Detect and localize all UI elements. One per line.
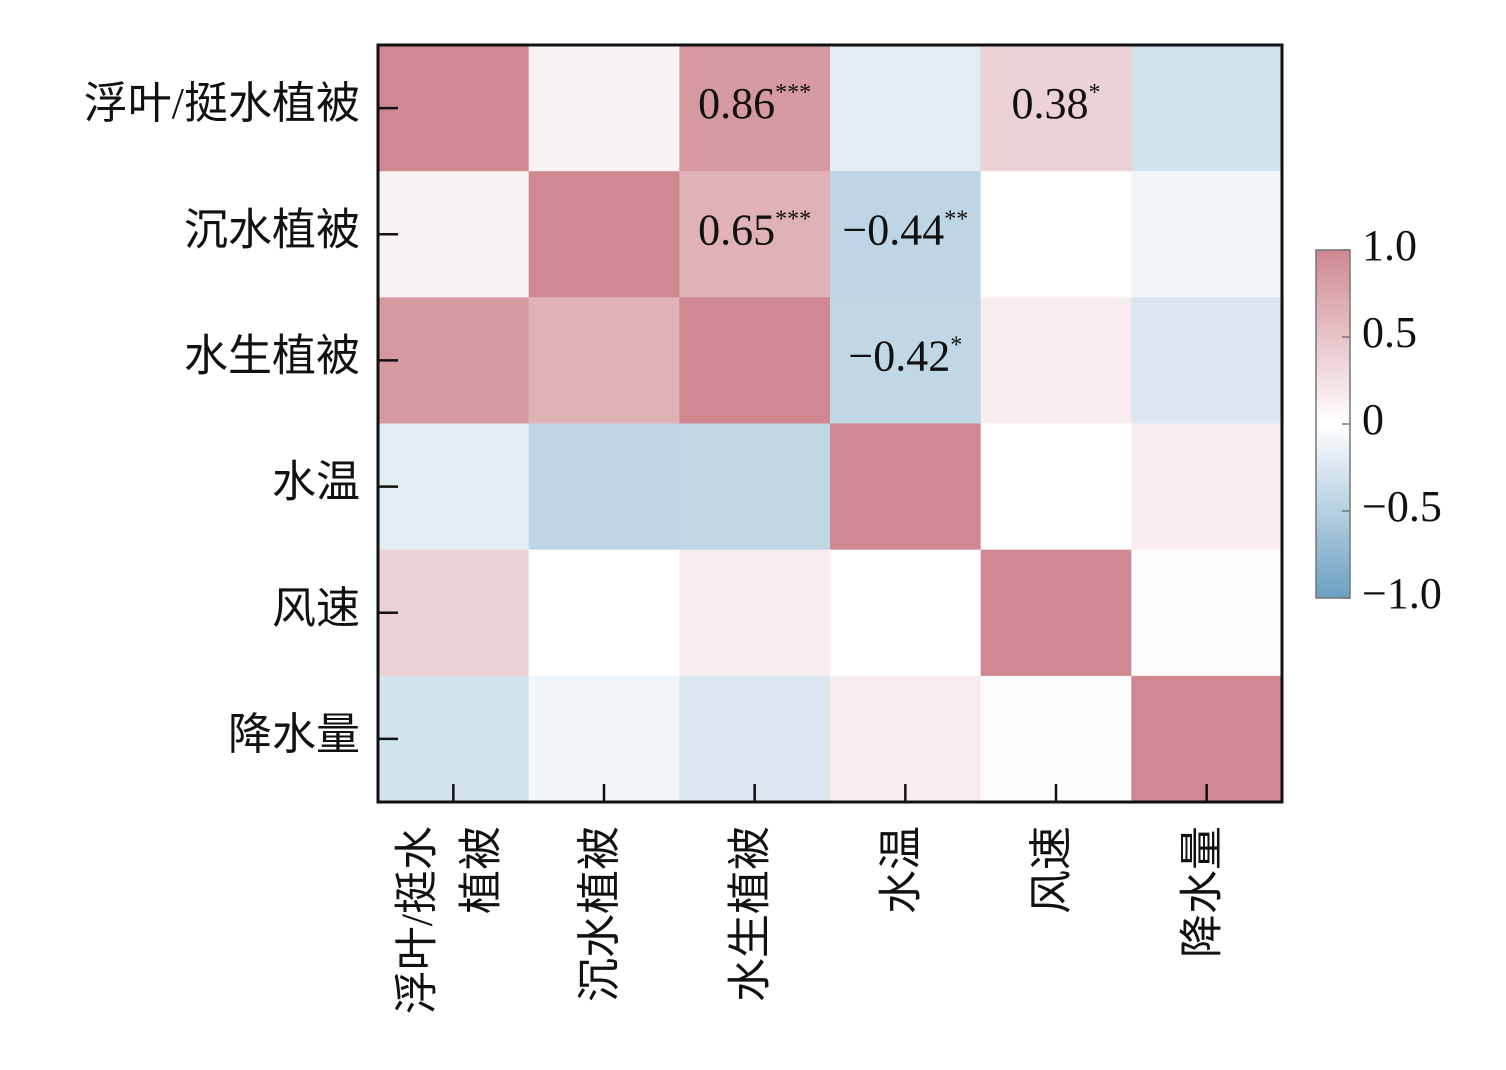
value-label: 0.65*** [698, 205, 811, 254]
heatmap-cell [679, 171, 831, 298]
heatmap-cell [528, 297, 680, 424]
value-label: −0.42* [848, 332, 962, 381]
heatmap-cell [980, 45, 1132, 172]
x-tick-label: 沉水植被 [575, 826, 624, 1002]
heatmap-cell [1131, 423, 1283, 551]
x-tick-label: 浮叶/挺水 植被 [392, 826, 505, 1014]
y-tick-label: 风速 [272, 584, 360, 633]
y-tick-label: 水温 [272, 458, 360, 507]
heatmap-cell [1131, 675, 1283, 803]
x-tick-label: 降水量 [1178, 826, 1227, 958]
heatmap-cell [679, 549, 831, 677]
heatmap-cell [980, 549, 1132, 677]
y-tick-label: 浮叶/挺水植被 [84, 79, 360, 128]
colorbar-tick-label: −0.5 [1362, 482, 1442, 531]
heatmap-cell [528, 423, 680, 551]
heatmap-cell [378, 171, 530, 298]
heatmap-cell [830, 423, 982, 551]
colorbar-tick-label: −1.0 [1362, 569, 1442, 618]
x-tick-label-line: 水生植被 [726, 826, 775, 1002]
x-tick-label-line: 风速 [1027, 826, 1076, 914]
heatmap-cell [528, 171, 680, 298]
x-tick-label-line: 水温 [876, 826, 925, 914]
value-label: 0.86*** [698, 79, 811, 128]
colorbar-tick-label: 0.5 [1362, 308, 1417, 357]
x-tick-label-line: 浮叶/挺水 [392, 826, 441, 1014]
heatmap-cell [679, 297, 831, 424]
y-tick-label: 降水量 [228, 710, 360, 759]
heatmap-cell [378, 549, 530, 677]
heatmap-cell [679, 45, 831, 172]
heatmap-cell [830, 549, 982, 677]
heatmap-cell [378, 297, 530, 424]
y-tick-label: 水生植被 [184, 332, 360, 381]
heatmap-cell [378, 45, 530, 172]
heatmap-cell [830, 297, 982, 424]
value-label: 0.38* [1012, 79, 1101, 128]
plot-frame [376, 43, 1284, 804]
colorbar-tick-label: 1.0 [1362, 221, 1417, 270]
value-label: −0.44** [842, 205, 968, 254]
x-tick-label-line: 沉水植被 [575, 826, 624, 1002]
heatmap-cell [830, 171, 982, 298]
heatmap-cell [378, 675, 530, 803]
heatmap-cell [1131, 171, 1283, 298]
heatmap-cell [1131, 297, 1283, 424]
heatmap-cell [528, 675, 680, 803]
heatmap-cell [830, 675, 982, 803]
heatmap-cell [980, 297, 1132, 424]
colorbar [1315, 249, 1351, 599]
y-tick-label: 沉水植被 [184, 205, 360, 254]
x-tick-label: 水生植被 [726, 826, 775, 1002]
heatmap-cell [1131, 549, 1283, 677]
heatmap-cell [679, 423, 831, 551]
heatmap-cell [378, 423, 530, 551]
heatmap-cell [980, 423, 1132, 551]
heatmap-cell [980, 675, 1132, 803]
heatmap-cell [980, 171, 1132, 298]
x-tick-label: 水温 [876, 826, 925, 914]
heatmap-cell [679, 675, 831, 803]
heatmap-cell [830, 45, 982, 172]
x-tick-label: 风速 [1027, 826, 1076, 914]
heatmap-cell [528, 549, 680, 677]
heatmap-cell [1131, 45, 1283, 172]
x-tick-label-line: 植被 [456, 826, 505, 914]
colorbar-tick-label: 0 [1362, 395, 1384, 444]
x-tick-label-line: 降水量 [1178, 826, 1227, 958]
heatmap-cell [528, 45, 680, 172]
